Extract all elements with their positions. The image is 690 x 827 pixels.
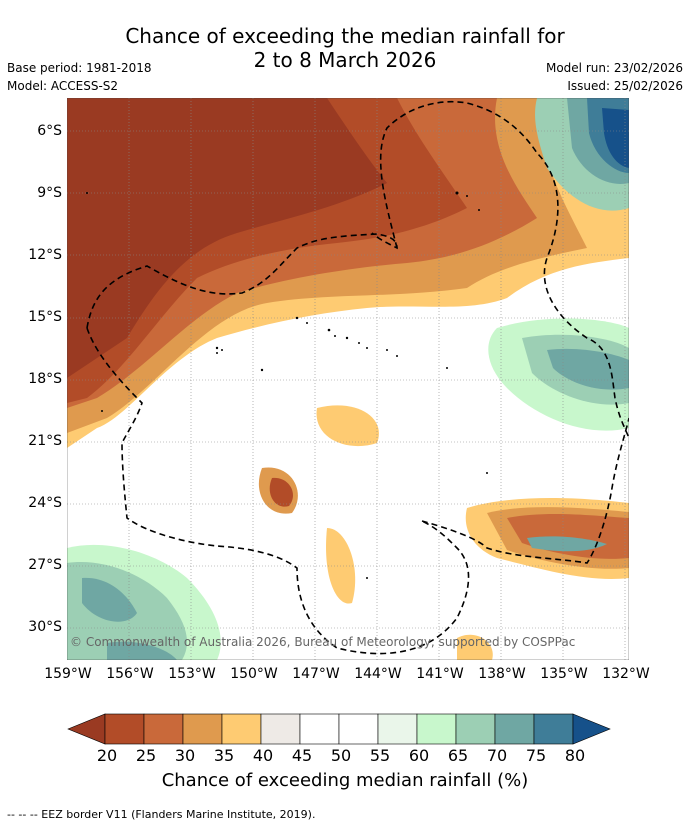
colorbar-cell — [104, 713, 145, 745]
issued-date: Issued: 25/02/2026 — [567, 79, 683, 93]
copyright-notice: © Commonwealth of Australia 2026, Bureau… — [70, 635, 575, 649]
colorbar-tick-80: 80 — [564, 746, 586, 765]
colorbar-tick-50: 50 — [330, 746, 352, 765]
colorbar-tick-30: 30 — [174, 746, 196, 765]
y-tick-18s: 18°S — [28, 371, 62, 387]
colorbar-tick-60: 60 — [408, 746, 430, 765]
model-name: Model: ACCESS-S2 — [7, 79, 119, 93]
map-title-line1: Chance of exceeding the median rainfall … — [125, 24, 565, 48]
y-tick-6s: 6°S — [37, 123, 62, 139]
x-tick-135w: 135°W — [540, 666, 588, 682]
y-tick-9s: 9°S — [37, 185, 62, 201]
colorbar — [67, 713, 611, 745]
colorbar-tick-75: 75 — [525, 746, 547, 765]
eez-legend: -- -- -- EEZ border V11 (Flanders Marine… — [7, 808, 316, 821]
colorbar-end-low — [67, 713, 106, 745]
x-tick-147w: 147°W — [292, 666, 340, 682]
colorbar-cell — [494, 713, 535, 745]
colorbar-tick-70: 70 — [486, 746, 508, 765]
colorbar-cell — [221, 713, 262, 745]
x-tick-144w: 144°W — [354, 666, 402, 682]
x-tick-138w: 138°W — [478, 666, 526, 682]
graticule — [67, 98, 629, 660]
colorbar-cell — [533, 713, 574, 745]
y-tick-12s: 12°S — [28, 247, 62, 263]
colorbar-tick-40: 40 — [252, 746, 274, 765]
colorbar-cell — [416, 713, 457, 745]
colorbar-end-high — [572, 713, 611, 745]
colorbar-tick-65: 65 — [447, 746, 469, 765]
rainfall-map: © Commonwealth of Australia 2026, Bureau… — [67, 98, 629, 660]
y-tick-24s: 24°S — [28, 495, 62, 511]
model-run: Model run: 23/02/2026 — [545, 61, 683, 75]
map-title-line2: 2 to 8 March 2026 — [253, 48, 437, 72]
y-tick-27s: 27°S — [28, 557, 62, 573]
eez-border — [86, 100, 629, 655]
colorbar-cell — [299, 713, 340, 745]
colorbar-cell — [455, 713, 496, 745]
colorbar-label: Chance of exceeding median rainfall (%) — [161, 770, 529, 791]
x-tick-141w: 141°W — [416, 666, 464, 682]
colorbar-cell — [143, 713, 184, 745]
colorbar-tick-45: 45 — [291, 746, 313, 765]
colorbar-tick-25: 25 — [135, 746, 157, 765]
colorbar-cell — [338, 713, 379, 745]
colorbar-cell — [182, 713, 223, 745]
y-tick-30s: 30°S — [28, 619, 62, 635]
colorbar-cell — [377, 713, 418, 745]
colorbar-tick-20: 20 — [96, 746, 118, 765]
base-period: Base period: 1981-2018 — [7, 61, 152, 75]
x-tick-159w: 159°W — [44, 666, 92, 682]
colorbar-tick-55: 55 — [369, 746, 391, 765]
x-tick-150w: 150°W — [230, 666, 278, 682]
rainfall-fill — [67, 98, 629, 660]
x-tick-132w: 132°W — [602, 666, 650, 682]
y-tick-21s: 21°S — [28, 433, 62, 449]
x-tick-153w: 153°W — [168, 666, 216, 682]
x-tick-156w: 156°W — [106, 666, 154, 682]
colorbar-tick-35: 35 — [213, 746, 235, 765]
islands — [86, 191, 488, 579]
y-tick-15s: 15°S — [28, 309, 62, 325]
colorbar-cell — [260, 713, 301, 745]
